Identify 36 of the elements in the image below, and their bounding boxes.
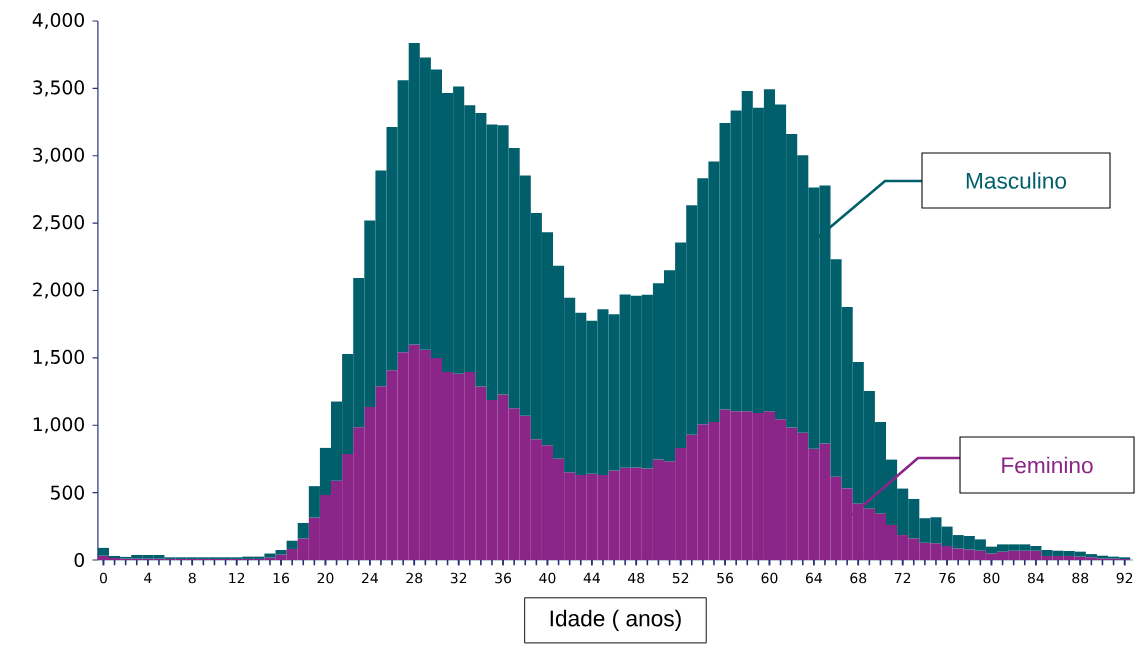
text: Masculino <box>966 172 1067 189</box>
x-tick-label: 36 <box>495 572 512 584</box>
x-tick-label: 24 <box>361 572 378 584</box>
y-tick-label: 3,000 <box>33 147 84 164</box>
y-tick-label: 1,000 <box>33 417 84 434</box>
x-tick-label: 48 <box>628 572 645 584</box>
x-tick-label: 92 <box>1116 572 1133 584</box>
x-tick-label: 32 <box>450 572 467 584</box>
x-axis-title: Idade ( anos) <box>550 609 681 631</box>
x-tick-label: 76 <box>939 572 956 584</box>
x-tick-label: 20 <box>317 572 334 584</box>
x-tick-label: 28 <box>406 572 423 584</box>
x-tick-label: 52 <box>672 572 689 584</box>
y-tick-label: 1,500 <box>33 349 84 366</box>
x-tick-label: 8 <box>188 572 196 584</box>
x-tick-label: 88 <box>1072 572 1089 584</box>
y-tick-label: 0 <box>74 552 84 568</box>
x-tick-label: 4 <box>144 572 152 583</box>
y-tick-label: 4,000 <box>32 12 84 30</box>
x-tick-label: 60 <box>761 572 778 584</box>
text: Feminino <box>1002 456 1093 474</box>
y-tick-label: 2,000 <box>33 282 84 299</box>
x-tick-label: 64 <box>805 572 822 584</box>
y-tick-label: 500 <box>51 485 84 500</box>
x-tick-label: 80 <box>983 572 1000 584</box>
x-tick-label: 84 <box>1027 572 1044 584</box>
y-tick-label: 3,500 <box>33 80 84 97</box>
x-tick-label: 12 <box>229 572 245 584</box>
x-tick-label: 40 <box>539 572 556 584</box>
x-tick-label: 68 <box>850 572 867 584</box>
x-tick-label: 0 <box>99 572 107 584</box>
y-tick-label: 2,500 <box>33 215 84 232</box>
x-tick-label: 16 <box>273 572 290 584</box>
x-tick-label: 44 <box>583 572 600 583</box>
x-tick-label: 56 <box>717 572 734 584</box>
x-tick-label: 72 <box>894 572 911 584</box>
